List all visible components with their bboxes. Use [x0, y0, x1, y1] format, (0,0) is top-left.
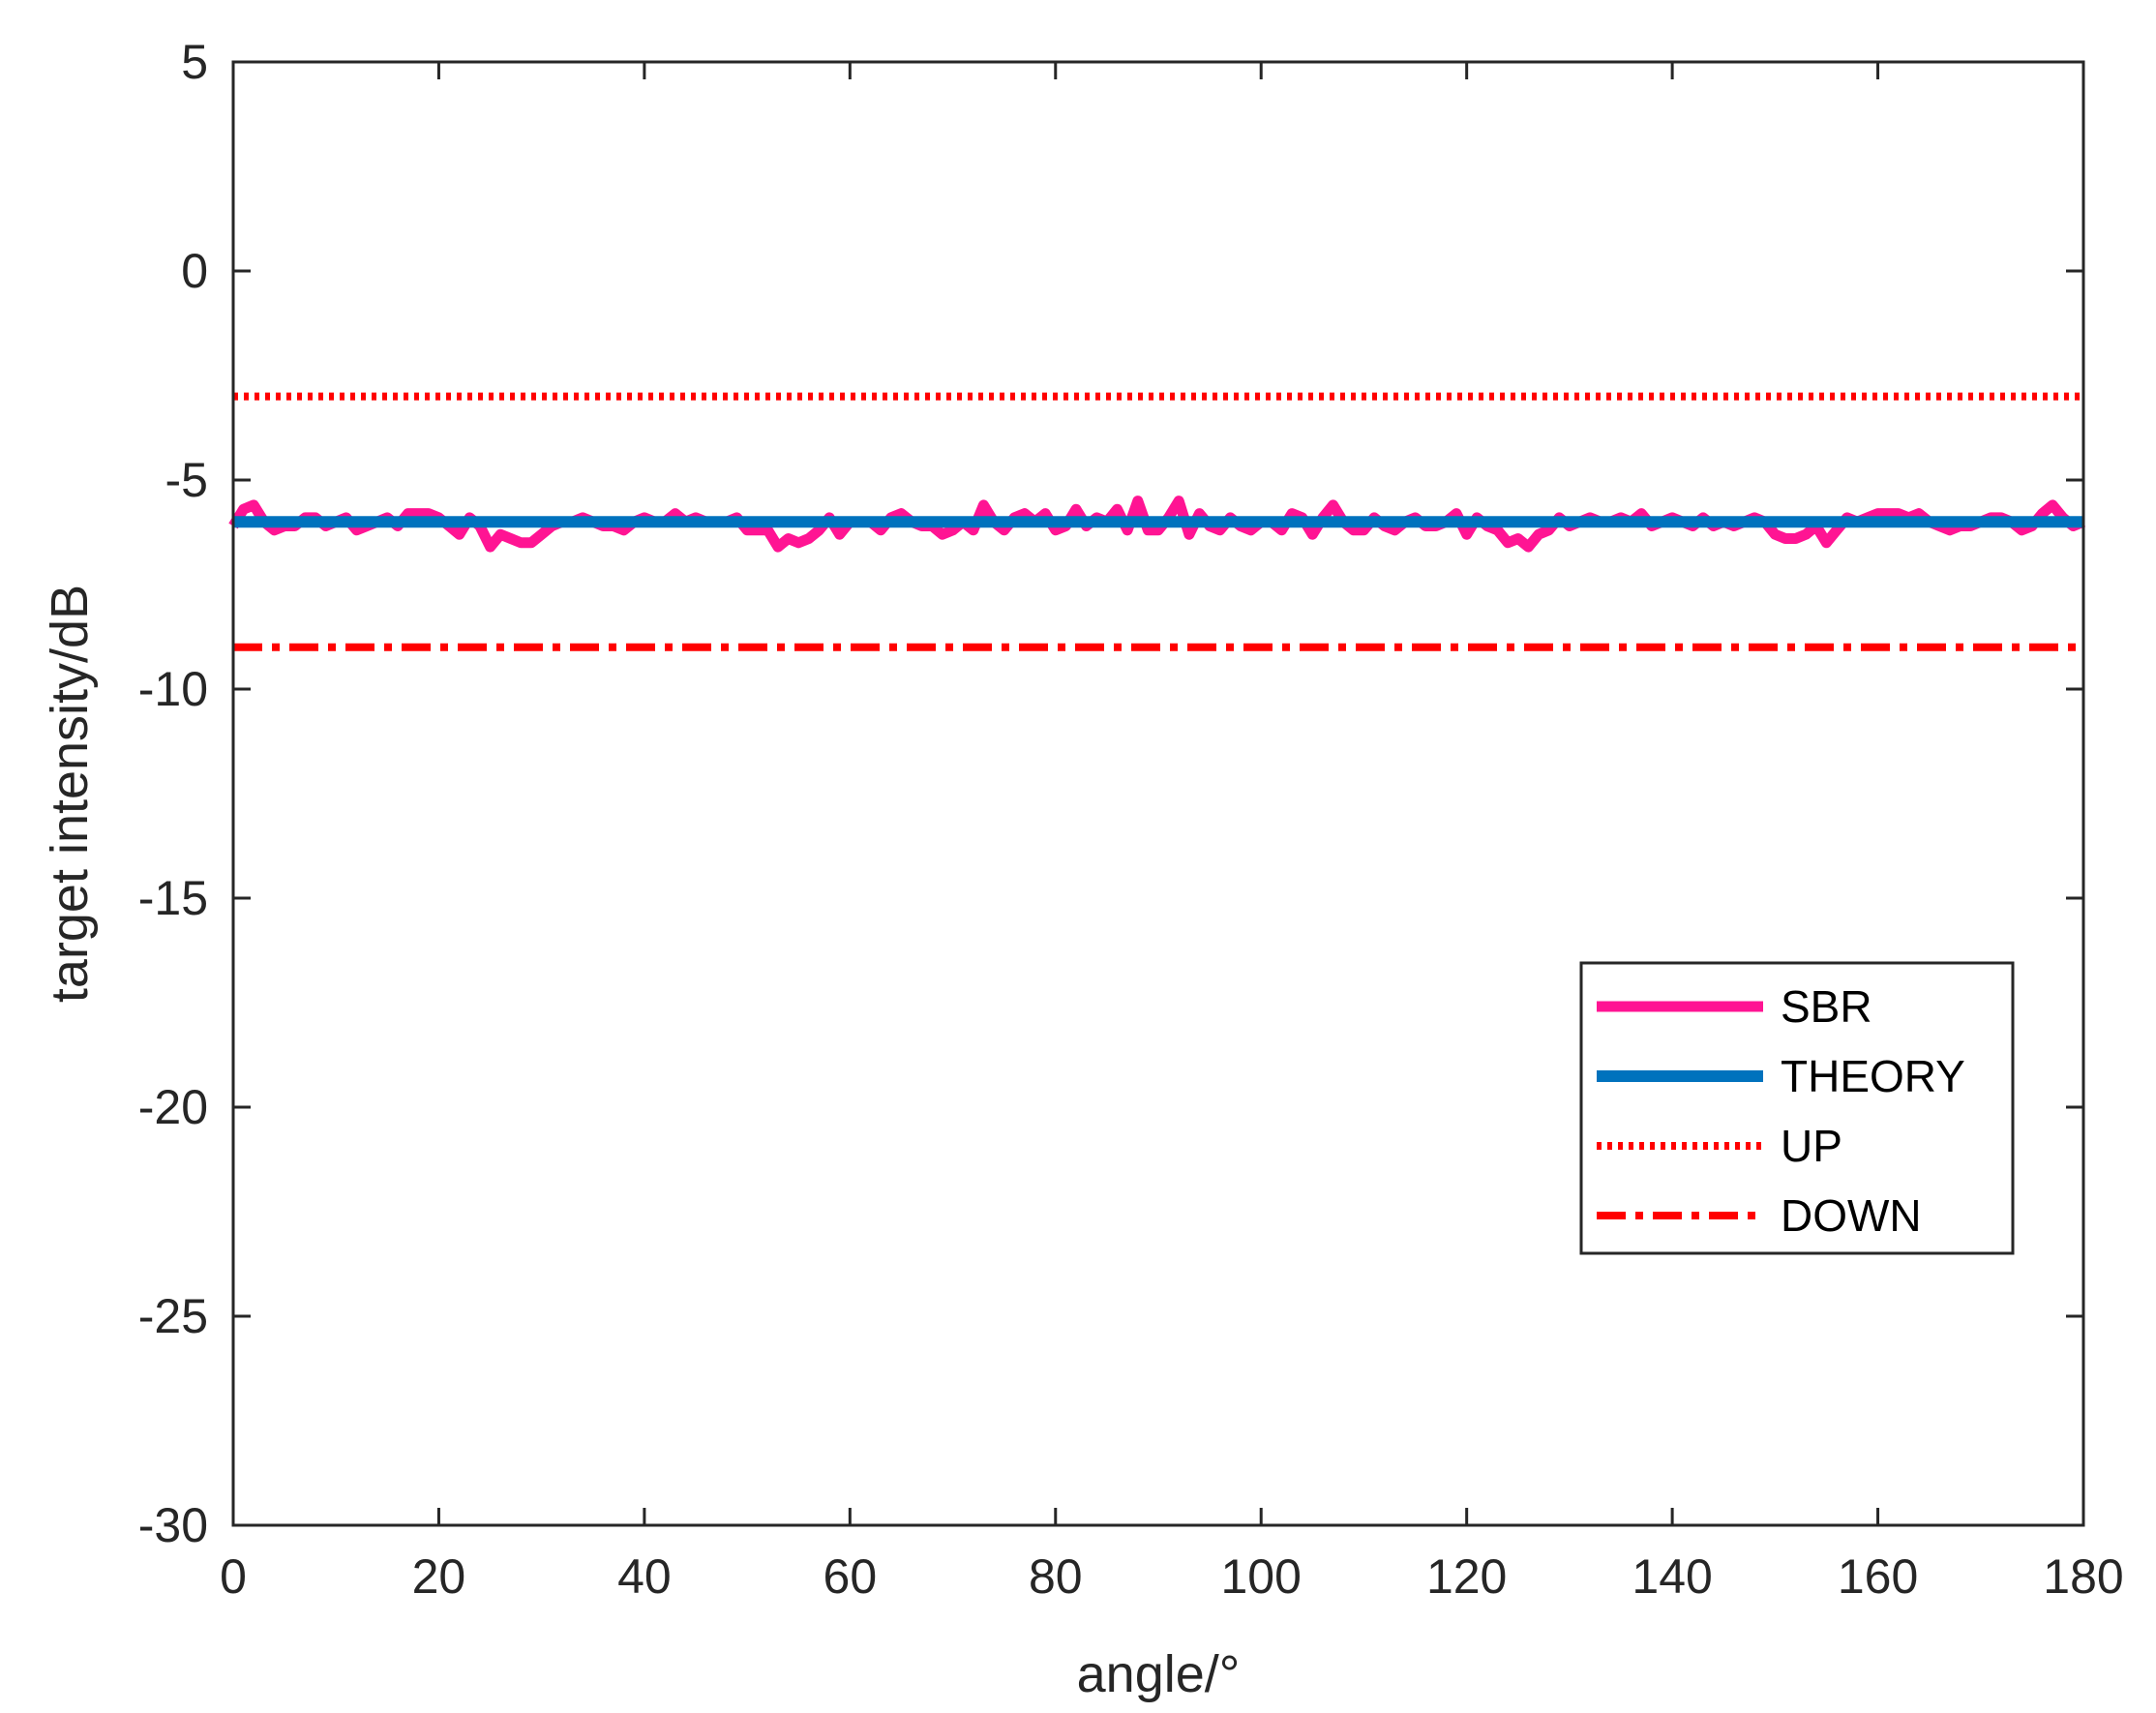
- y-tick-label: -25: [138, 1289, 208, 1343]
- series-sbr-line: [228, 496, 2086, 553]
- plot-frame: [231, 60, 2085, 1527]
- y-tick-label: 5: [181, 35, 208, 89]
- x-tick-label: 160: [1838, 1549, 1918, 1604]
- x-tick-label: 120: [1426, 1549, 1507, 1604]
- legend-label-down: DOWN: [1781, 1190, 1922, 1241]
- legend: SBR THEORY UP DOWN: [1579, 961, 2015, 1255]
- axis-ticks: [231, 60, 2085, 1527]
- x-tick-label: 180: [2043, 1549, 2123, 1604]
- y-axis-label: target intensity/dB: [41, 585, 99, 1003]
- x-tick-label: 60: [823, 1549, 878, 1604]
- x-tick-label: 140: [1632, 1549, 1712, 1604]
- legend-label-theory: THEORY: [1781, 1051, 1965, 1101]
- plot-lines: [228, 392, 2086, 651]
- x-axis-label: angle/°: [1077, 1645, 1241, 1703]
- x-tick-label: 20: [412, 1549, 466, 1604]
- y-tick-label: -20: [138, 1080, 208, 1134]
- x-tick-label: 80: [1029, 1549, 1083, 1604]
- y-tick-label: 0: [181, 244, 208, 298]
- y-tick-label: -10: [138, 662, 208, 716]
- legend-label-sbr: SBR: [1781, 981, 1872, 1032]
- y-tick-label: -5: [165, 453, 208, 507]
- y-tick-label: -15: [138, 871, 208, 925]
- x-tick-label: 0: [220, 1549, 247, 1604]
- y-tick-label: -30: [138, 1498, 208, 1552]
- x-tick-label: 100: [1221, 1549, 1302, 1604]
- legend-label-up: UP: [1781, 1121, 1842, 1171]
- tick-labels: 0 20 40 60 80 100 120 140 160 180 5 0 -5 -10 -15 -20 -25…: [138, 35, 2124, 1604]
- x-tick-label: 40: [617, 1549, 672, 1604]
